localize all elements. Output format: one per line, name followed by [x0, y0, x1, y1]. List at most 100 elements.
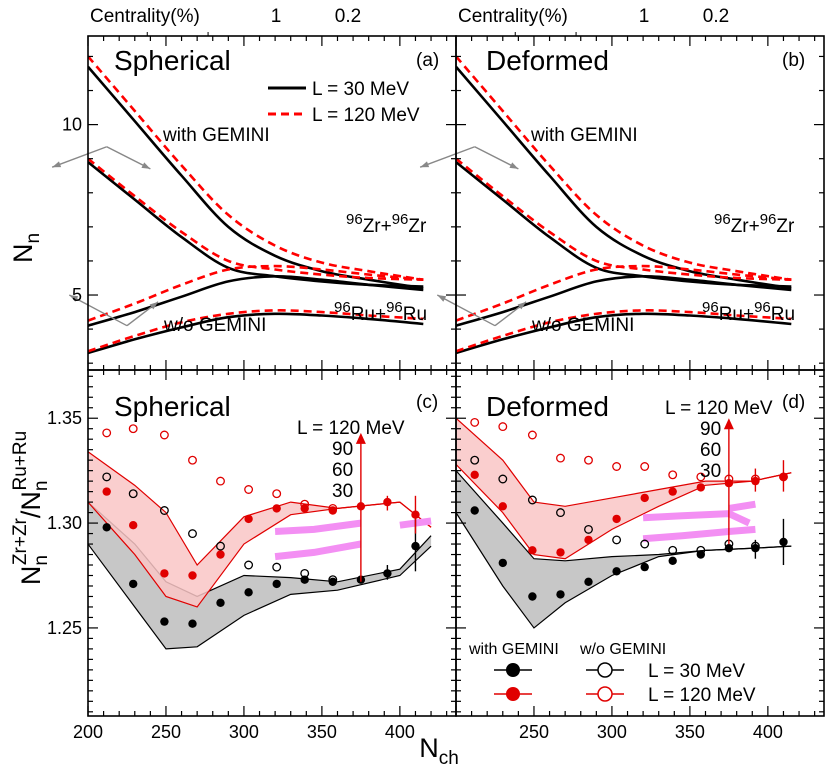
y-axis-title-top: Nn [8, 233, 44, 263]
panel-b-annotation-arrowhead-1 [509, 162, 519, 169]
panel-d-title: Deformed [486, 391, 609, 422]
centrality-label-right: Centrality(%) [458, 6, 568, 27]
panel-c-marker-1-2 [160, 569, 169, 578]
panel-b-ru-mass-1: 96 [702, 299, 719, 316]
centrality-tick-2-left: 0.2 [335, 6, 361, 27]
x-axis-title: Nch [419, 733, 459, 769]
panel-c-tag: (c) [416, 392, 438, 413]
bottom-legend-label-l120: L = 120 MeV [648, 685, 756, 706]
y-bottom-base-2: N [16, 491, 46, 511]
panel-c-marker-3-2 [159, 430, 169, 440]
centrality-tick-2-right: 0.2 [703, 6, 729, 27]
markers-layer [102, 417, 788, 628]
panel-d-pink-band-0 [642, 510, 751, 527]
panel-d-pink [642, 500, 756, 543]
pink-markers-layer [274, 500, 756, 561]
bottom-legend-label-l30: L = 30 MeV [648, 661, 745, 682]
panel-c-marker-3-3 [188, 455, 197, 465]
panel-d-marker-0-4 [584, 577, 593, 586]
y-bottom-sub-2: n [31, 481, 52, 492]
panel-c-marker-0-6 [272, 579, 281, 589]
panel-b-series-6 [456, 312, 792, 355]
y-bottom-sep: / [16, 510, 46, 518]
panel-d-L-60: 60 [700, 440, 721, 461]
panel-c-marker-2-4 [216, 541, 225, 551]
panel-c-title: Spherical [114, 391, 231, 422]
panel-d-marker-2-4 [584, 524, 593, 534]
panel-c-marker-1-11 [411, 510, 420, 519]
panel-c-marker-0-4 [216, 598, 225, 607]
panel-d-marker-2-3 [556, 508, 565, 518]
panel-d-marker-3-0 [470, 417, 480, 427]
panel-d-marker-0-5 [612, 567, 621, 576]
panel-a-annotation-arrowhead-3 [149, 301, 159, 310]
panel-d-xtick-label-3: 350 [675, 722, 705, 742]
panel-d-marker-1-10 [751, 476, 760, 486]
bottom-legend-marker-l120-open [597, 686, 613, 702]
panel-d-L-90: 90 [700, 419, 721, 440]
panel-b-annotation-arrow-2 [436, 294, 496, 327]
panel-c-xtick-label-4: 400 [385, 722, 415, 742]
y-axis-title-bottom: NnZr+Zr/NnRu+Ru [10, 431, 52, 585]
panel-a-zr-label: 96Zr+96Zr [346, 211, 427, 237]
panel-a-ru-elem-2: Ru [403, 304, 427, 325]
bottom-legend-col2: w/o GEMINI [579, 641, 666, 658]
centrality-tick-1-right: 1 [639, 6, 650, 27]
panel-b-without-gemini: w/o GEMINI [531, 315, 634, 336]
panel-c-marker-0-5 [244, 588, 253, 597]
panel-c-marker-0-0 [102, 523, 111, 532]
panel-c-marker-2-0 [102, 472, 112, 482]
panel-a-without-gemini: w/o GEMINI [163, 315, 266, 336]
panel-a-series-6 [88, 312, 424, 355]
panel-d-marker-2-1 [498, 474, 508, 484]
panel-c-xtick-label-2: 300 [229, 722, 259, 742]
panel-b-zr-mass-1: 96 [714, 211, 731, 228]
panel-d-frame [455, 369, 825, 717]
panel-a-zr-elem-1: Zr+ [363, 216, 392, 237]
panel-d-marker-3-5 [612, 462, 622, 471]
y-bottom-sup-1: Zr+Zr [10, 517, 31, 565]
panel-c-L-30: 30 [332, 481, 353, 502]
panel-d-marker-0-3 [556, 590, 565, 599]
panel-c-band-1-lower [88, 501, 432, 608]
panel-d-L-arrow-head [723, 418, 734, 430]
ticks-layer: 200 250 300 350 400 250 300 350 400 5 10 1.25 1.30 1.… [47, 32, 824, 742]
bands-layer [88, 417, 792, 650]
panel-c-marker-1-0 [102, 487, 111, 496]
panel-b-title: Deformed [486, 45, 609, 76]
panel-d-marker-2-10 [750, 541, 760, 551]
panel-c-marker-2-8 [328, 575, 338, 585]
panel-d-L-30: 30 [700, 461, 721, 482]
panel-a-ru-mass-2: 96 [386, 299, 403, 316]
panel-d-marker-1-8 [696, 483, 705, 492]
panel-b-with-gemini: with GEMINI [530, 125, 638, 146]
panel-d-marker-1-2 [528, 546, 537, 555]
panel-b-curves [456, 55, 792, 355]
panel-d-marker-2-6 [640, 539, 650, 549]
panel-c-xtick-label-0: 200 [73, 722, 103, 742]
panel-d-marker-0-6 [640, 562, 649, 572]
panel-c-L-label: L = 120 MeV [297, 418, 405, 439]
panel-d-marker-0-2 [528, 592, 537, 601]
panel-c-marker-1-6 [272, 504, 281, 513]
panel-c-xtick-label-1: 250 [151, 722, 181, 742]
panel-c-marker-1-1 [129, 521, 138, 530]
panel-d-marker-1-0 [470, 470, 479, 479]
panel-c-marker-0-10 [383, 569, 392, 578]
panel-b-series-4 [456, 274, 792, 327]
panel-c-marker-3-7 [300, 499, 310, 509]
panel-c-marker-0-8 [328, 577, 337, 586]
legend-label-l30: L = 30 MeV [312, 79, 409, 100]
panel-a-series-4 [88, 274, 424, 327]
panel-a-with-gemini: with GEMINI [162, 125, 270, 146]
panel-b-annotation-arrowhead-2 [437, 295, 447, 302]
panel-d-marker-3-7 [668, 470, 678, 480]
panel-d-pink-band-1 [642, 525, 756, 543]
panel-b-ru-mass-2: 96 [754, 299, 771, 316]
panel-d-marker-3-8 [696, 472, 706, 482]
legend-label-l120: L = 120 MeV [312, 105, 420, 126]
panel-c-marker-2-3 [188, 529, 197, 539]
panel-d-marker-2-7 [668, 545, 678, 555]
panel-a-annotation-arrowhead-0 [52, 161, 62, 168]
